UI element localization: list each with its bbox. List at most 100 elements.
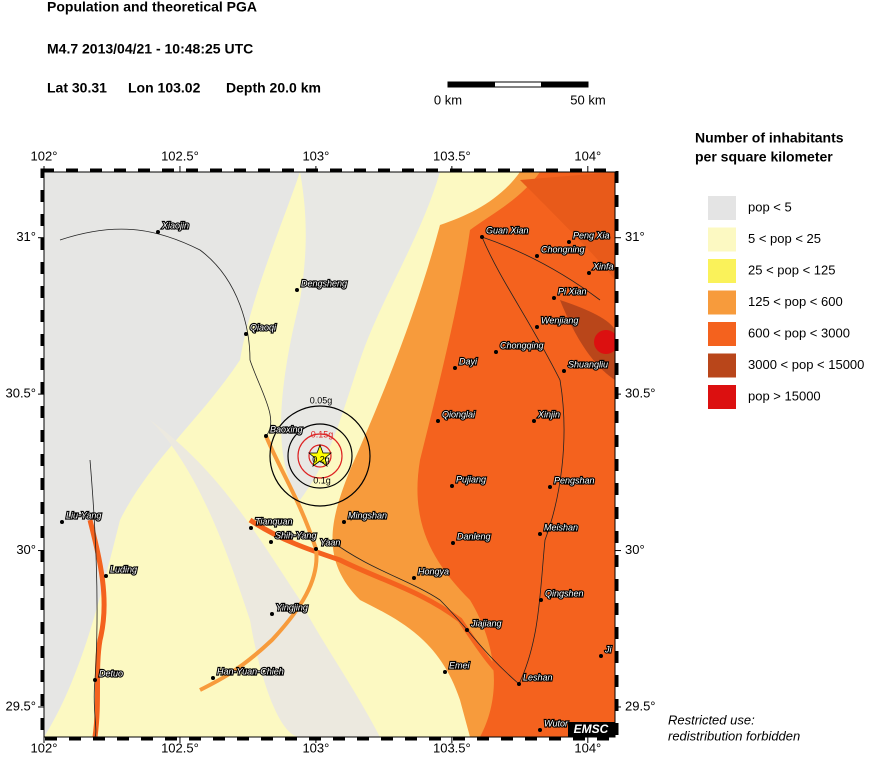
city-label: Danleng	[457, 531, 491, 541]
city-label: Pujiang	[456, 474, 486, 484]
city-label: Wenjiang	[541, 315, 578, 325]
scale-bar: 0 km 50 km	[434, 81, 606, 107]
title: Population and theoretical PGA	[47, 0, 257, 15]
city-label: Emei	[449, 660, 471, 670]
city-label: Yingjing	[276, 602, 308, 612]
city-dot	[443, 670, 447, 674]
city-dot	[436, 419, 440, 423]
city-dot	[60, 520, 64, 524]
map-border	[40, 168, 619, 741]
city-label: Meishan	[544, 522, 578, 532]
x-tick-label: 103.5°	[433, 740, 471, 755]
city-label: Guan Xian	[486, 225, 529, 235]
city-dot	[93, 678, 97, 682]
city-label: Tianquan	[255, 516, 292, 526]
city-label: Shih-Yang	[275, 530, 316, 540]
city-label: Leshan	[523, 672, 553, 682]
x-tick-label: 102.5°	[161, 740, 199, 755]
event: M4.7 2013/04/21 - 10:48:25 UTC	[47, 41, 253, 57]
city-dot	[494, 350, 498, 354]
legend-label: 3000 < pop < 15000	[748, 357, 864, 372]
x-tick-label: 103.5°	[433, 148, 471, 163]
city-dot	[480, 235, 484, 239]
x-tick-label: 103°	[302, 148, 329, 163]
city-label: Yaan	[320, 537, 340, 547]
city-dot	[269, 540, 273, 544]
legend-label: 25 < pop < 125	[748, 262, 835, 277]
city-dot	[264, 434, 268, 438]
city-dot	[270, 612, 274, 616]
city-dot	[450, 484, 454, 488]
legend-label: 5 < pop < 25	[748, 231, 821, 246]
y-tick-label: 31°	[625, 229, 645, 244]
footer-note: redistribution forbidden	[668, 728, 800, 743]
pga-label: 0.05g	[310, 395, 333, 405]
map-frame	[43, 171, 616, 738]
city-dot	[342, 520, 346, 524]
city-label: Xinjin	[537, 409, 560, 419]
city-label: Ji	[604, 644, 613, 654]
y-tick-label: 29.5°	[5, 698, 36, 713]
city-label: Pi Xian	[558, 286, 587, 296]
city-label: Qiaoqi	[250, 322, 277, 332]
y-tick-label: 31°	[16, 229, 36, 244]
x-tick-label: 104°	[574, 148, 601, 163]
city-label: Qingshen	[545, 588, 584, 598]
y-tick-label: 30.5°	[625, 386, 656, 401]
city-label: Xinfa	[592, 261, 614, 271]
city-dot	[587, 271, 591, 275]
y-tick-label: 30.5°	[5, 386, 36, 401]
legend-label: pop > 15000	[748, 388, 821, 403]
city-dot	[244, 332, 248, 336]
legend-swatch	[708, 322, 736, 346]
city-dot	[314, 547, 318, 551]
legend-swatch	[708, 259, 736, 283]
city-dot	[104, 574, 108, 578]
city-dot	[535, 325, 539, 329]
city-label: Qionglai	[442, 409, 476, 419]
legend-title: per square kilometer	[695, 149, 833, 165]
pga-contours: 0.05g 0.15g 0.2g 0.1g	[269, 395, 371, 507]
city-dot	[412, 576, 416, 580]
legend-swatch	[708, 385, 736, 409]
pga-label: 0.2g	[312, 454, 330, 464]
city-label: Mingshan	[348, 510, 387, 520]
legend-swatch	[708, 227, 736, 252]
legend-label: 600 < pop < 3000	[748, 325, 850, 340]
city-label: Dengsheng	[301, 278, 347, 288]
scale-start: 0 km	[434, 92, 462, 107]
city-dot	[562, 369, 566, 373]
city-label: Shuangliu	[568, 359, 608, 369]
city-label: Pengshan	[554, 475, 595, 485]
city-label: Hongya	[418, 566, 449, 576]
city-dot	[538, 728, 542, 732]
y-tick-label: 30°	[16, 542, 36, 557]
city-label: Wutor	[544, 718, 569, 728]
city-dot	[599, 654, 603, 658]
city-dot	[539, 598, 543, 602]
city-label: Peng Xia	[573, 230, 610, 240]
y-tick-label: 30°	[625, 542, 645, 557]
lat: Lat 30.31	[47, 80, 107, 96]
scale-end: 50 km	[570, 92, 605, 107]
city-dot	[465, 628, 469, 632]
legend-swatch	[708, 353, 736, 378]
city-label: Liu-Yang	[66, 510, 101, 520]
legend-label: 125 < pop < 600	[748, 294, 843, 309]
legend-label: pop < 5	[748, 199, 792, 214]
legend-swatch	[708, 196, 736, 220]
x-tick-label: 102°	[31, 740, 58, 755]
legend: Number of inhabitants per square kilomet…	[695, 130, 864, 409]
city-dot	[517, 682, 521, 686]
depth: Depth 20.0 km	[226, 80, 321, 96]
y-tick-label: 29.5°	[625, 698, 656, 713]
lon: Lon 103.02	[128, 80, 201, 96]
logo: EMSC	[574, 722, 609, 736]
city-label: Baoxing	[270, 424, 303, 434]
x-tick-label: 103°	[302, 740, 329, 755]
x-tick-label: 102.5°	[161, 148, 199, 163]
city-label: Luding	[110, 564, 137, 574]
city-dot	[211, 676, 215, 680]
city-dot	[249, 526, 253, 530]
